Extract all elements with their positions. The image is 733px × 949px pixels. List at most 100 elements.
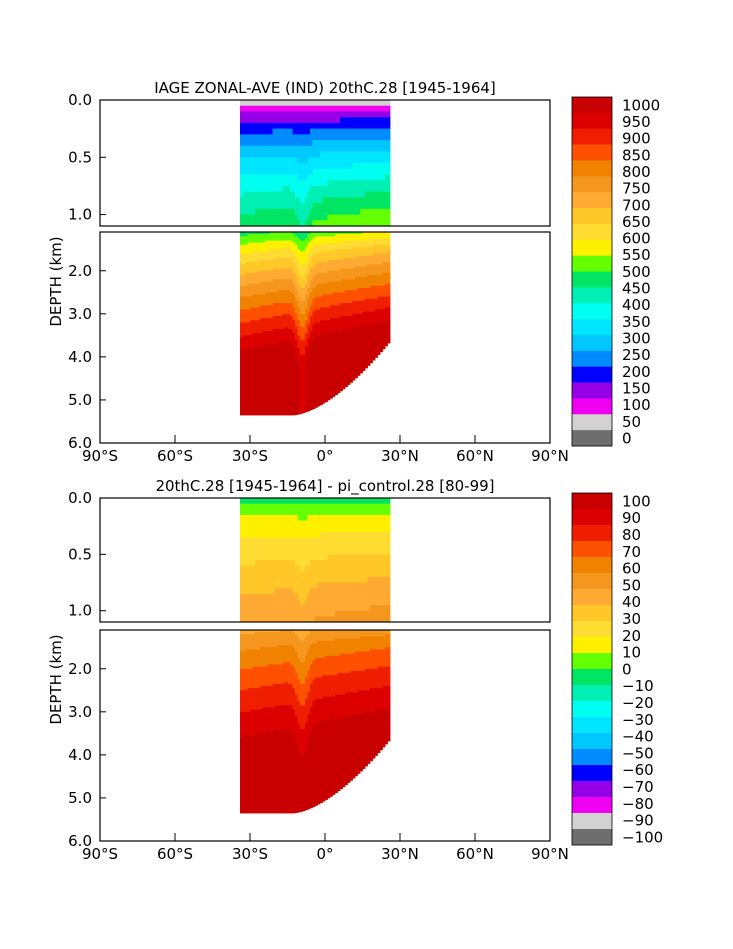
field-cell	[327, 335, 331, 338]
field-cell	[335, 369, 338, 373]
field-cell	[347, 292, 351, 295]
field-cell	[330, 346, 333, 349]
field-cell	[302, 324, 306, 328]
field-cell	[305, 322, 308, 325]
field-cell	[360, 266, 363, 270]
field-cell	[310, 268, 313, 272]
field-cell	[257, 333, 261, 336]
field-cell	[310, 283, 313, 287]
field-cell	[257, 335, 261, 338]
field-cell	[340, 249, 343, 252]
field-cell	[320, 399, 323, 403]
field-cell	[322, 122, 326, 130]
field-cell	[352, 320, 356, 323]
field-cell	[307, 163, 311, 170]
field-cell	[342, 384, 346, 388]
field-cell	[275, 389, 278, 392]
field-cell	[360, 262, 363, 265]
field-cell	[240, 180, 243, 187]
field-cell	[275, 238, 278, 242]
field-cell	[320, 272, 323, 276]
field-cell	[320, 157, 323, 164]
field-cell	[357, 352, 361, 356]
field-cell	[257, 348, 261, 351]
field-cell	[270, 290, 273, 293]
field-cell	[322, 140, 326, 147]
field-cell	[285, 395, 288, 399]
field-cell	[280, 244, 283, 248]
field-cell	[297, 333, 301, 336]
field-cell	[320, 320, 323, 323]
field-cell	[310, 399, 313, 403]
field-cell	[322, 339, 326, 343]
field-cell	[265, 361, 268, 364]
field-cell	[312, 382, 316, 386]
field-cell	[277, 404, 281, 407]
field-cell	[337, 380, 341, 384]
field-cell	[247, 365, 251, 369]
field-cell	[300, 412, 303, 414]
field-cell	[297, 220, 301, 227]
field-cell	[262, 354, 266, 358]
field-cell	[275, 290, 278, 293]
field-cell	[290, 369, 293, 373]
field-cell	[245, 157, 248, 164]
field-cell	[337, 309, 341, 313]
field-cell	[250, 309, 253, 313]
field-cell	[265, 315, 268, 319]
field-cell	[337, 363, 341, 366]
field-cell	[350, 277, 353, 280]
field-cell	[357, 309, 361, 313]
field-cell	[300, 399, 303, 403]
field-cell	[290, 251, 293, 254]
field-cell	[240, 337, 243, 341]
field-cell	[242, 134, 246, 141]
field-cell	[307, 361, 311, 364]
field-cell	[310, 337, 313, 341]
field-cell	[315, 380, 318, 384]
field-cell	[337, 292, 341, 295]
field-cell	[297, 348, 301, 351]
field-cell	[267, 376, 271, 379]
field-cell	[350, 242, 353, 246]
field-cell	[307, 380, 311, 384]
field-cell	[255, 402, 258, 405]
field-cell	[255, 294, 258, 297]
field-cell	[310, 354, 313, 358]
field-cell	[335, 307, 338, 310]
field-cell	[265, 259, 268, 263]
field-cell	[250, 145, 253, 152]
field-cell	[350, 266, 353, 270]
field-cell	[245, 341, 248, 345]
field-cell	[310, 326, 313, 330]
field-cell	[262, 264, 266, 267]
field-cell	[305, 298, 308, 302]
field-cell	[290, 208, 293, 215]
field-cell	[262, 348, 266, 351]
field-cell	[252, 320, 256, 323]
field-cell	[305, 294, 308, 297]
field-cell	[242, 335, 246, 338]
field-cell	[332, 369, 336, 373]
field-cell	[242, 264, 246, 267]
field-cell	[330, 220, 333, 227]
field-cell	[270, 335, 273, 338]
field-cell	[357, 298, 361, 302]
field-cell	[357, 290, 361, 293]
field-cell	[282, 251, 286, 254]
field-cell	[265, 410, 268, 414]
field-cell	[245, 331, 248, 334]
field-cell	[347, 253, 351, 257]
field-cell	[240, 259, 243, 263]
field-cell	[240, 111, 243, 118]
field-cell	[275, 236, 278, 239]
field-cell	[292, 404, 296, 407]
field-cell	[287, 294, 291, 297]
field-cell	[297, 402, 301, 405]
field-cell	[300, 281, 303, 285]
field-cell	[297, 359, 301, 362]
field-cell	[315, 287, 318, 291]
field-cell	[330, 251, 333, 254]
field-cell	[287, 266, 291, 270]
field-cell	[277, 311, 281, 315]
